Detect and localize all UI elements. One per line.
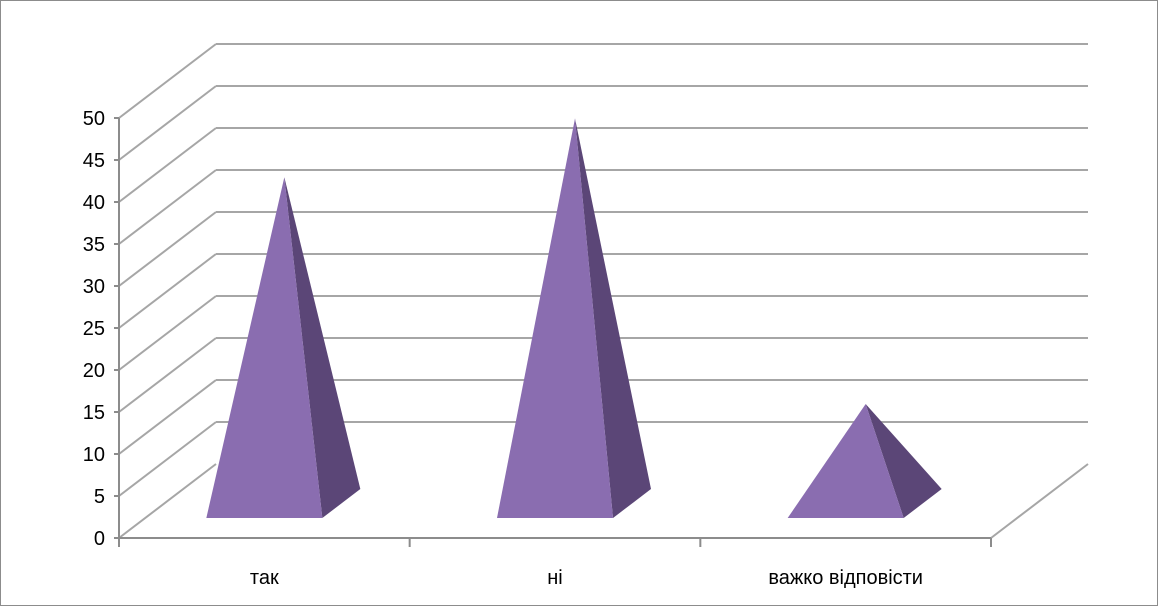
gridline-diagonal <box>118 211 217 287</box>
pyramid-front-face <box>787 404 904 518</box>
gridline-diagonal <box>118 253 217 329</box>
floor-edge <box>990 463 1089 539</box>
pyramids <box>206 118 942 519</box>
pyramid-2 <box>787 404 942 518</box>
category-label: важко відповісти <box>768 567 923 589</box>
y-tick-label: 15 <box>83 402 105 424</box>
y-tick-label: 35 <box>83 234 105 256</box>
pyramid-0 <box>206 177 361 518</box>
category-label: ні <box>547 567 563 589</box>
pyramid-front-face <box>497 118 613 519</box>
pyramid-front-face <box>206 177 323 518</box>
gridline-diagonal <box>118 85 217 161</box>
y-tick-labels: 0 5 10 15 20 25 30 35 40 45 50 <box>83 108 105 550</box>
y-tick-label: 10 <box>83 444 105 466</box>
y-tick-label: 5 <box>94 486 105 508</box>
gridline-diagonal <box>118 43 217 119</box>
category-label: так <box>250 567 279 589</box>
y-tick-label: 20 <box>83 360 105 382</box>
gridline-diagonal <box>118 127 217 203</box>
gridline-diagonal <box>118 169 217 245</box>
gridline-diagonal <box>118 295 217 371</box>
pyramid-1 <box>497 118 651 519</box>
gridline-diagonal <box>118 379 217 455</box>
gridline-diagonal <box>118 337 217 413</box>
y-tick-label: 50 <box>83 108 105 130</box>
y-tick-label: 40 <box>83 192 105 214</box>
y-tick-label: 45 <box>83 150 105 172</box>
y-tick-label: 30 <box>83 276 105 298</box>
pyramid-side-face <box>575 118 651 519</box>
category-labels: так ні важко відповісти <box>250 567 923 589</box>
axes <box>114 117 1089 547</box>
gridlines <box>118 43 1088 539</box>
pyramid-side-face <box>865 404 942 518</box>
y-tick-label: 0 <box>94 528 105 550</box>
gridline-diagonal <box>118 421 217 497</box>
pyramid-side-face <box>284 177 361 518</box>
y-tick-label: 25 <box>83 318 105 340</box>
gridline-diagonal <box>118 463 217 539</box>
